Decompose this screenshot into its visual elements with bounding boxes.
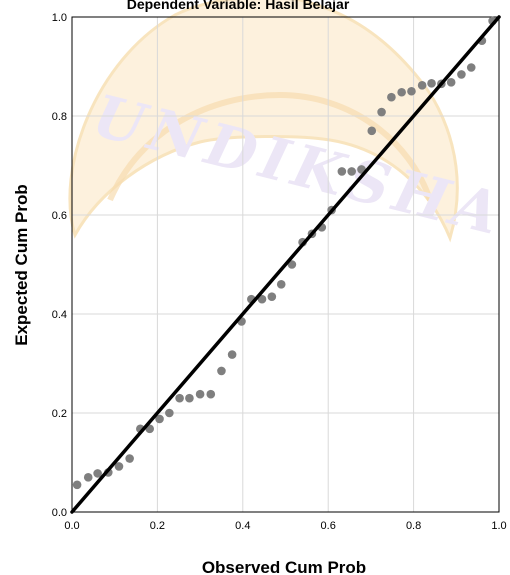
data-point	[125, 454, 134, 463]
chart-title: Dependent Variable: Hasil Belajar	[127, 0, 350, 12]
data-point	[185, 393, 194, 403]
data-point	[217, 366, 226, 376]
data-point	[457, 70, 466, 79]
data-point	[206, 389, 216, 399]
data-point	[446, 78, 456, 87]
data-point	[407, 86, 416, 96]
data-point	[175, 393, 184, 403]
data-point	[377, 107, 386, 117]
data-point	[347, 167, 356, 176]
data-point	[114, 462, 124, 471]
y-tick-label: 0.2	[52, 408, 67, 420]
y-tick-label: 0.6	[52, 210, 67, 222]
data-point	[227, 350, 237, 359]
data-point	[165, 408, 174, 418]
data-point	[367, 126, 377, 136]
data-point	[287, 260, 297, 269]
data-point	[195, 389, 205, 399]
x-tick-label: 1.0	[491, 520, 506, 532]
data-point	[417, 81, 427, 90]
data-point	[466, 63, 476, 72]
data-point	[72, 480, 82, 490]
x-tick-label: 0.4	[235, 520, 250, 532]
y-axis-title: Expected Cum Prob	[12, 184, 31, 346]
data-point	[257, 294, 267, 304]
y-tick-label: 0.4	[52, 309, 67, 321]
data-point	[397, 87, 406, 97]
y-tick-label: 0.0	[52, 507, 67, 519]
y-tick-label: 1.0	[52, 12, 67, 24]
y-tick-labels: 0.0 0.2 0.4 0.6 0.8 1.0	[52, 12, 67, 519]
x-tick-label: 0.2	[150, 520, 165, 532]
data-point	[155, 414, 164, 424]
x-tick-label: 0.0	[64, 520, 79, 532]
data-point	[337, 167, 347, 176]
reference-line	[70, 15, 501, 514]
x-tick-label: 0.8	[406, 520, 421, 532]
x-tick-label: 0.6	[321, 520, 336, 532]
plot-frame	[71, 16, 500, 513]
watermark-inner-arc	[107, 91, 433, 202]
y-tick-label: 0.8	[52, 111, 67, 123]
x-axis-title: Observed Cum Prob	[202, 558, 366, 575]
x-tick-labels: 0.0 0.2 0.4 0.6 0.8 1.0	[64, 520, 506, 532]
data-point	[93, 469, 102, 478]
data-point	[276, 280, 286, 289]
data-point	[83, 473, 93, 482]
watermark-logo: UNDIKSHA	[68, 0, 510, 249]
data-point	[387, 92, 396, 102]
data-point	[267, 292, 277, 301]
data-point	[427, 79, 436, 88]
watermark-flame-shape	[68, 0, 459, 243]
